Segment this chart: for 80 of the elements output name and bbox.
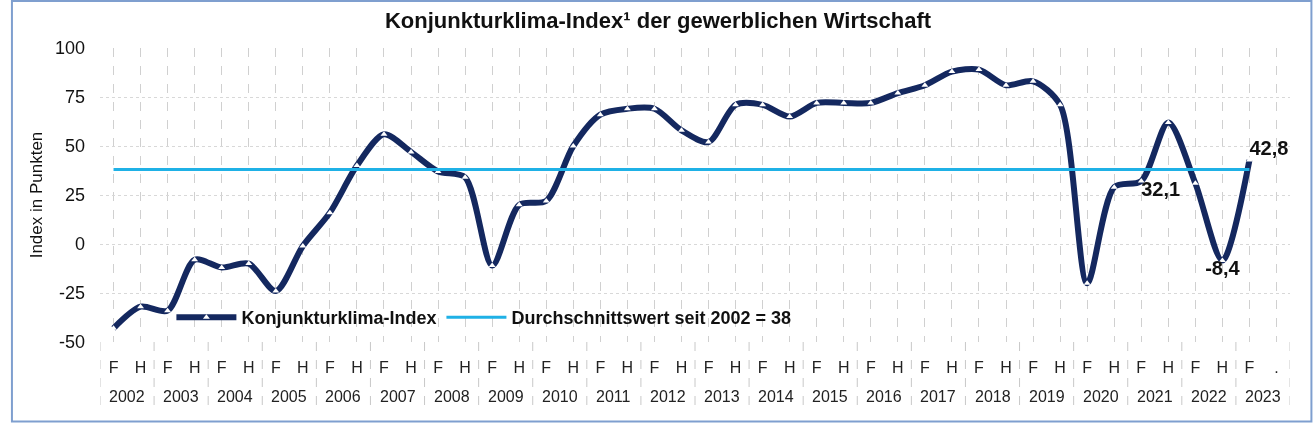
x-tick-label: F [433,359,444,376]
x-tick-label: H [242,359,255,376]
text: 2021 [1137,388,1173,405]
x-tick-label: H [297,359,309,376]
legend-label: Konjunkturklima-Index [241,308,437,329]
text: 2007 [380,388,416,405]
text: 2022 [1191,388,1227,405]
x-tick-label: F [974,359,985,376]
text: 2009 [488,388,524,405]
x-tick-label: H [1162,359,1175,376]
x-tick-label: F [270,359,281,376]
text: 2014 [758,388,794,405]
text: 2011 [596,388,631,405]
x-tick-label: F [649,359,660,376]
y-tick-label: 25 [64,185,85,206]
x-tick-label: H [513,359,525,376]
text: 2015 [812,388,848,405]
text: 2019 [1029,388,1065,405]
y-tick-label: -25 [58,283,85,304]
text: 2004 [217,388,253,405]
text: 2017 [920,388,956,405]
y-tick-label: 100 [54,38,85,59]
text: 2020 [1083,388,1119,405]
x-tick-label: F [920,359,930,376]
data-label: 32,1 [1141,178,1181,201]
y-tick-label: 75 [64,87,85,108]
x-tick-label: H [837,359,850,376]
x-tick-label: H [1000,359,1012,376]
text: 2003 [163,388,199,405]
x-tick-label: H [459,359,471,376]
x-tick-label: F [703,359,714,376]
x-tick-label: H [1054,359,1066,376]
x-tick-label: F [379,359,390,376]
x-tick-label: H [1108,359,1120,376]
x-tick-label: F [1082,359,1093,376]
data-label: 42,8 [1249,137,1289,160]
x-tick-label: F [595,359,606,376]
y-axis-title: Index in Punkten [26,131,46,259]
x-tick-label: H [621,359,634,376]
x-tick-label: H [783,359,796,376]
text: 2016 [866,388,902,405]
chart-title: Konjunkturklima-Index¹ der gewerblichen Wirtschaft [384,8,932,34]
x-tick-label: H [405,359,417,376]
x-tick-label: F [1190,359,1201,376]
text: 2006 [325,388,361,405]
x-tick-label: H [567,359,580,376]
x-tick-label: F [811,359,822,376]
text: 2012 [650,388,686,405]
text: 2005 [271,388,307,405]
y-tick-label: -50 [58,332,85,353]
x-tick-label: F [1028,359,1039,376]
x-tick-label: F [487,359,498,376]
x-tick-label: F [1244,359,1255,376]
text: 2008 [434,388,470,405]
x-tick-label: H [1216,359,1229,376]
data-label: -8,4 [1205,257,1241,280]
x-tick-label: F [325,359,335,376]
x-tick-label: F [1136,359,1147,376]
x-tick-label: H [729,359,742,376]
x-tick-label: H [946,359,958,376]
y-tick-label: 0 [74,234,85,255]
x-tick-label: F [865,359,876,376]
x-tick-label: F [216,359,227,376]
x-tick-label: H [351,359,363,376]
text: 2013 [704,388,740,405]
x-tick-label: F [162,359,173,376]
text: 2002 [109,388,145,405]
y-tick-label: 50 [64,136,85,157]
x-tick-label: F [541,359,552,376]
x-tick-label: H [188,359,201,376]
x-tick-label: H [675,359,688,376]
x-tick-label: . [1274,359,1279,376]
x-tick-label: H [134,359,147,376]
text: 2010 [542,388,578,405]
text: 2023 [1245,388,1281,405]
x-tick-label: F [108,359,119,376]
x-tick-label: F [757,359,768,376]
x-tick-label: H [892,359,904,376]
legend-label: Durchschnittswert seit 2002 = 38 [511,308,792,329]
text: 2018 [975,388,1011,405]
